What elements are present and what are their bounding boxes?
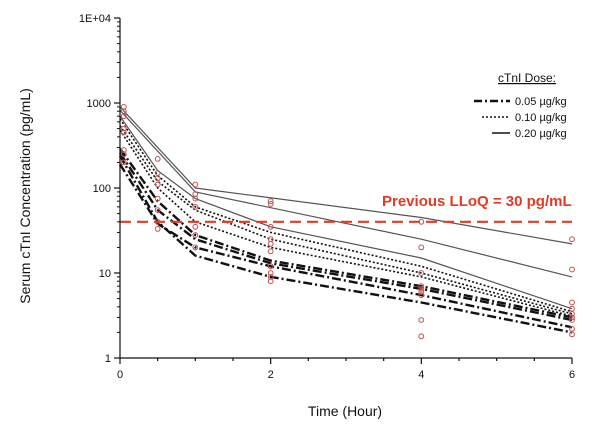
- data-point-34: [418, 244, 425, 251]
- data-point-11: [154, 181, 161, 188]
- data-point-38: [418, 289, 425, 295]
- reference-line-label: Previous LLoQ = 30 pg/mL: [382, 193, 572, 210]
- data-point-5: [120, 147, 127, 153]
- data-point-50: [569, 331, 575, 338]
- x-tick-label-3: 6: [569, 369, 575, 381]
- legend-label-0: 0.05 µg/kg: [515, 96, 567, 108]
- y-tick-label-3: 1000: [87, 98, 111, 110]
- data-point-29: [267, 263, 274, 270]
- series-line-3: [119, 148, 573, 319]
- x-tick-label-0: 0: [117, 369, 123, 381]
- data-point-30: [267, 270, 274, 276]
- data-point-8: [154, 156, 161, 162]
- plot-area: [118, 104, 575, 340]
- y-tick-label-2: 100: [93, 183, 111, 195]
- x-axis-title: Time (Hour): [308, 403, 382, 419]
- data-point-43: [569, 266, 575, 273]
- data-point-46: [569, 311, 575, 317]
- axes: 1 10 100 1000 1E+04 0 2 4 6: [79, 13, 575, 381]
- data-point-4: [120, 129, 127, 136]
- data-point-37: [418, 286, 425, 292]
- data-point-42: [569, 236, 575, 243]
- data-point-16: [192, 181, 199, 188]
- data-point-22: [192, 244, 199, 251]
- series-line-0: [118, 155, 573, 334]
- data-point-18: [192, 195, 199, 202]
- legend-label-1: 0.10 µg/kg: [515, 112, 567, 124]
- data-point-13: [154, 207, 161, 214]
- data-point-10: [154, 175, 161, 182]
- data-point-28: [267, 248, 274, 255]
- data-point-36: [418, 283, 425, 290]
- data-point-41: [418, 333, 425, 340]
- data-point-40: [418, 317, 425, 323]
- data-point-2: [120, 113, 127, 120]
- data-point-35: [418, 270, 425, 276]
- series-line-6: [119, 118, 573, 313]
- series-line-8: [119, 109, 573, 278]
- series-line-7: [119, 115, 573, 310]
- data-point-14: [154, 218, 161, 225]
- data-point-27: [267, 241, 274, 247]
- data-point-48: [569, 317, 575, 323]
- legend: cTnI Dose: 0.05 µg/kg 0.10 µg/kg 0.20 µg…: [474, 71, 567, 140]
- series-line-1: [118, 163, 573, 329]
- series-line-4: [119, 129, 573, 317]
- data-point-19: [192, 204, 199, 210]
- data-point-20: [192, 223, 199, 230]
- legend-label-2: 0.20 µg/kg: [515, 128, 567, 140]
- data-point-49: [569, 326, 575, 332]
- data-point-24: [267, 201, 274, 207]
- data-point-33: [418, 218, 425, 225]
- data-point-21: [192, 232, 199, 238]
- series-line-9: [119, 106, 573, 245]
- y-tick-label-1: 10: [99, 268, 111, 280]
- data-point-7: [120, 159, 127, 166]
- data-point-15: [154, 226, 161, 232]
- data-point-6: [120, 151, 127, 158]
- data-point-32: [267, 278, 274, 285]
- data-point-23: [267, 198, 274, 205]
- y-tick-label-4: 1E+04: [79, 13, 111, 25]
- data-point-39: [418, 292, 425, 299]
- data-point-3: [120, 125, 127, 132]
- y-axis-title: Serum cTnI Concentration (pg/mL): [17, 88, 33, 304]
- legend-title: cTnI Dose:: [498, 71, 556, 85]
- data-point-47: [569, 314, 575, 321]
- data-point-44: [569, 299, 575, 306]
- data-point-25: [267, 223, 274, 230]
- y-tick-label-0: 1: [105, 353, 111, 365]
- data-point-12: [154, 195, 161, 202]
- x-tick-label-1: 2: [268, 369, 274, 381]
- x-tick-label-2: 4: [418, 369, 424, 381]
- series-line-2: [118, 152, 573, 322]
- data-point-0: [120, 104, 127, 110]
